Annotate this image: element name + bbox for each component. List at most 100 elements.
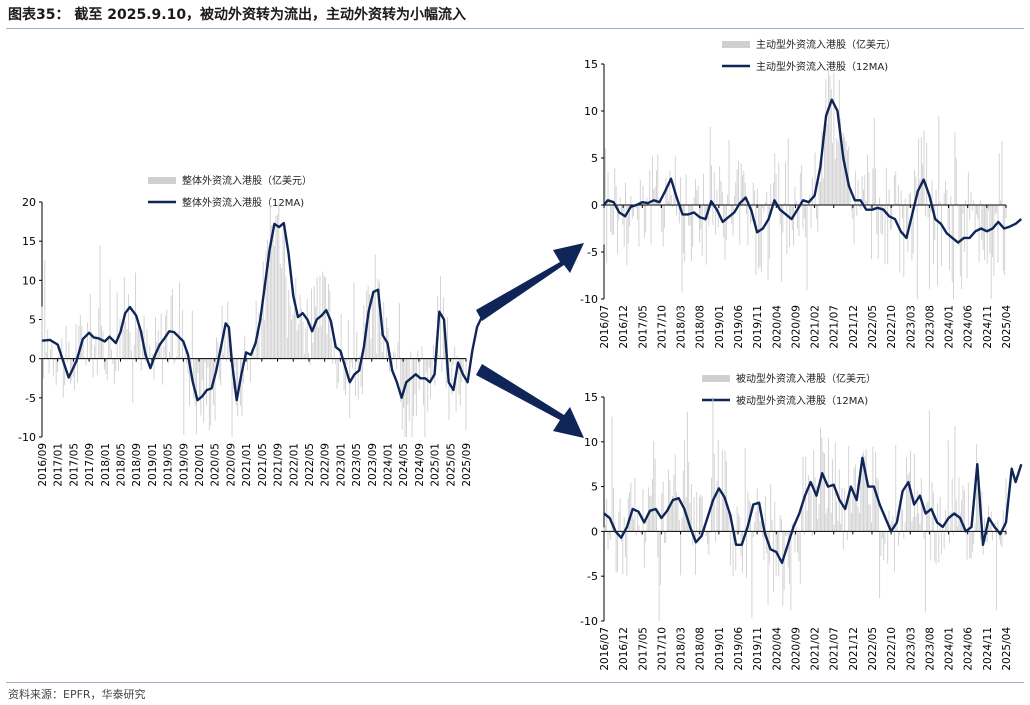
legend: 整体外资流入港股（亿美元） 整体外资流入港股（12MA) [148,174,312,209]
x-tick-label: 2017/09 [84,443,96,487]
y-tick-label: 15 [584,58,598,71]
x-tick-label: 2025/05 [445,443,457,487]
y-tick-label: 5 [591,152,598,165]
x-tick-label: 2022/10 [886,305,898,349]
x-tick-label: 2018/09 [131,443,143,487]
y-tick-label: 10 [584,105,598,118]
legend-bar-swatch [722,41,750,48]
x-tick-label: 2021/12 [848,305,860,349]
x-tick-label: 2017/01 [53,443,65,487]
y-tick-label: 10 [22,274,36,287]
y-tick-label: 15 [22,235,36,248]
weekly-bars [41,202,467,437]
legend-line-label: 被动型外资流入港股（12MA) [736,394,868,407]
x-tick-label: 2016/12 [618,627,630,671]
x-tick-label: 2019/11 [752,627,764,671]
x-tick-label: 2021/02 [810,305,822,349]
x-tick-label: 2025/04 [1001,627,1013,671]
arrow-up-icon [476,243,584,321]
legend-bar-label: 主动型外资流入港股（亿美元） [756,38,896,51]
x-tick-label: 2019/01 [714,305,726,349]
x-tick-label: 2021/01 [241,443,253,487]
x-tick-label: 2020/01 [194,443,206,487]
series-12ma-line [41,221,483,402]
y-tick-label: 0 [591,525,598,538]
x-tick-label: 2023/05 [351,443,363,487]
x-tick-label: 2021/07 [829,627,841,671]
legend-bar-swatch [702,375,730,382]
header-rule [6,28,1024,29]
chart-total: 整体外资流入港股（亿美元） 整体外资流入港股（12MA) 20 15 10 5 0 -5 -10… [18,174,483,487]
x-tick-label: 2018/03 [676,627,688,671]
x-tick-label: 2023/03 [905,305,917,349]
x-tick-label: 2022/05 [867,305,879,349]
x-tick-label: 2019/06 [733,627,745,671]
x-tick-label: 2023/09 [367,443,379,487]
x-tick-label: 2017/05 [68,443,80,487]
x-tick-label: 2020/09 [225,443,237,487]
x-tick-label: 2023/08 [924,305,936,349]
y-tick-label: 20 [22,196,36,209]
x-tick-label: 2017/10 [656,627,668,671]
x-tick-label: 2020/04 [771,305,783,349]
y-tick-label: 0 [29,353,36,366]
x-tick-label: 2019/01 [147,443,159,487]
x-tick-label: 2018/01 [100,443,112,487]
footer-rule [6,682,1024,683]
x-tick-label: 2024/01 [944,627,956,671]
y-tick-label: -10 [18,431,36,444]
x-tick-label: 2018/05 [116,443,128,487]
series-12ma-line [603,456,1023,564]
weekly-bars [603,397,1007,621]
legend-line-label: 主动型外资流入港股（12MA) [756,60,888,73]
x-tick-label: 2020/05 [210,443,222,487]
y-tick-label: 10 [584,436,598,449]
x-tick-label: 2024/05 [398,443,410,487]
x-tick-label: 2016/09 [37,443,49,487]
x-tick-label: 2021/02 [810,627,822,671]
x-tick-label: 2018/08 [695,627,707,671]
x-tick-label: 2021/09 [273,443,285,487]
legend: 被动型外资流入港股（亿美元） 被动型外资流入港股（12MA) [702,372,876,407]
legend: 主动型外资流入港股（亿美元） 主动型外资流入港股（12MA) [722,38,896,73]
x-tick-label: 2024/06 [963,305,975,349]
x-tick-label: 2024/11 [982,305,994,349]
x-tick-label: 2025/01 [430,443,442,487]
x-tick-label: 2021/12 [848,627,860,671]
y-tick-label: -10 [580,615,598,628]
y-tick-label: -5 [587,570,598,583]
x-tick-label: 2019/09 [178,443,190,487]
x-tick-label: 2022/05 [304,443,316,487]
y-tick-label: -5 [25,392,36,405]
x-tick-label: 2024/11 [982,627,994,671]
x-tick-label: 2022/09 [320,443,332,487]
x-tick-label: 2020/04 [771,627,783,671]
x-tick-label: 2022/05 [867,627,879,671]
x-tick-label: 2019/01 [714,627,726,671]
x-tick-label: 2016/07 [599,627,611,671]
x-tick-label: 2021/05 [257,443,269,487]
arrow-down-icon [476,364,584,438]
x-tick-label: 2024/01 [944,305,956,349]
legend-bar-label: 被动型外资流入港股（亿美元） [736,372,876,385]
x-tick-label: 2016/07 [599,305,611,349]
x-tick-label: 2023/03 [905,627,917,671]
figure-title: 图表35： 截至 2025.9.10，被动外资转为流出，主动外资转为小幅流入 [8,7,467,23]
x-tick-label: 2019/06 [733,305,745,349]
legend-bar-swatch [148,177,176,184]
weekly-bars [603,64,1007,299]
series-12ma-line [603,98,1023,244]
y-tick-label: 5 [591,481,598,494]
x-tick-label: 2019/11 [752,305,764,349]
x-tick-label: 2024/01 [382,443,394,487]
legend-bar-label: 整体外资流入港股（亿美元） [182,174,312,187]
chart-passive: 被动型外资流入港股（亿美元） 被动型外资流入港股（12MA) 15 10 5 0 -5 -10… [580,372,1023,671]
x-tick-label: 2024/09 [414,443,426,487]
x-tick-label: 2023/08 [924,627,936,671]
x-tick-label: 2018/08 [695,305,707,349]
y-tick-label: 0 [591,199,598,212]
x-tick-label: 2017/05 [637,305,649,349]
legend-line-label: 整体外资流入港股（12MA) [182,196,304,209]
x-tick-label: 2019/05 [163,443,175,487]
y-tick-label: 5 [29,314,36,327]
